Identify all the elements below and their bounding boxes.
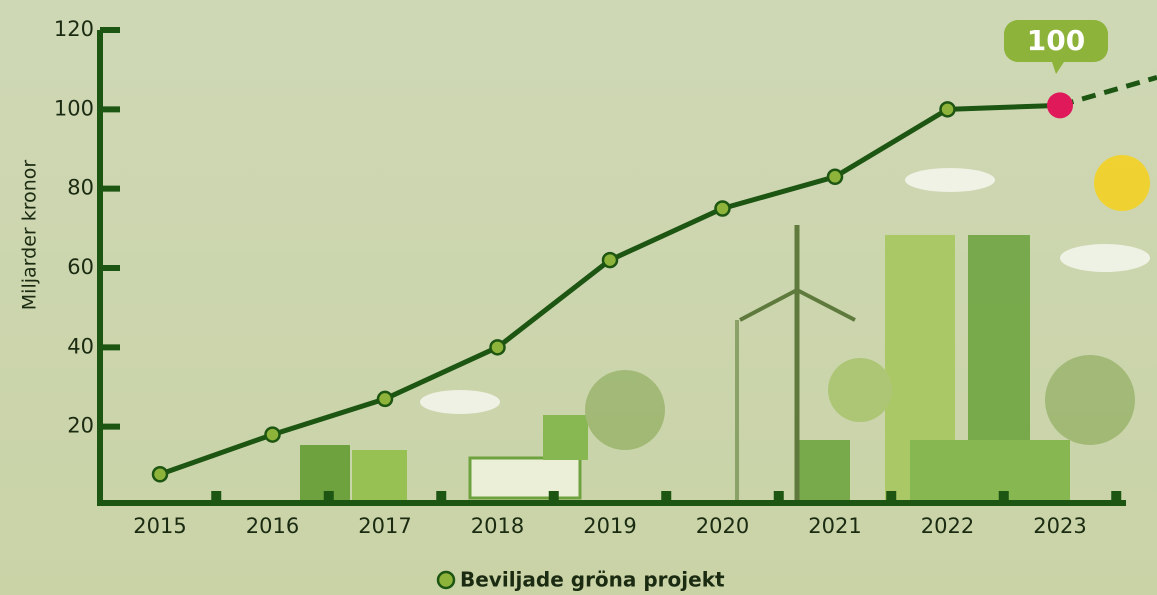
x-tick-label: 2017 — [358, 514, 411, 538]
x-tick — [886, 491, 897, 501]
x-tick-label: 2015 — [133, 514, 186, 538]
legend-marker — [436, 570, 456, 590]
legend: Beviljade gröna projekt — [436, 568, 725, 592]
y-tick-label: 20 — [67, 414, 94, 438]
x-tick-label: 2022 — [921, 514, 974, 538]
x-tick — [323, 491, 334, 501]
y-tick-label: 80 — [67, 176, 94, 200]
city-illustration — [300, 155, 1150, 500]
x-tick — [548, 491, 559, 501]
projection-line — [1059, 74, 1157, 108]
x-tick — [998, 491, 1009, 501]
x-tick-label: 2020 — [696, 514, 749, 538]
y-axis-label: Miljarder kronor — [19, 160, 41, 311]
marker — [264, 426, 281, 443]
y-tick-label: 40 — [67, 334, 94, 358]
marker — [489, 339, 506, 356]
x-tick — [1111, 491, 1122, 501]
callout-bubble — [1004, 20, 1108, 74]
marker — [601, 251, 619, 269]
x-tick-label: 2019 — [583, 514, 636, 538]
marker — [939, 101, 956, 118]
x-tick-label: 2018 — [471, 514, 524, 538]
x-tick-label: 2021 — [808, 514, 861, 538]
marker — [714, 200, 731, 217]
x-tick-label: 2023 — [1033, 514, 1086, 538]
x-tick — [661, 491, 672, 501]
marker — [826, 168, 844, 186]
callout-text: 100 — [1027, 24, 1085, 57]
x-tick — [773, 491, 784, 501]
x-tick-label: 2016 — [246, 514, 299, 538]
legend-label: Beviljade gröna projekt — [460, 568, 725, 592]
highlight-marker — [1047, 92, 1073, 119]
y-tick-label: 60 — [67, 255, 94, 279]
x-tick — [211, 491, 222, 501]
marker — [376, 390, 394, 408]
marker — [151, 466, 169, 483]
x-tick — [436, 491, 447, 501]
y-tick-label: 100 — [54, 96, 94, 120]
y-tick-label: 120 — [54, 17, 94, 41]
